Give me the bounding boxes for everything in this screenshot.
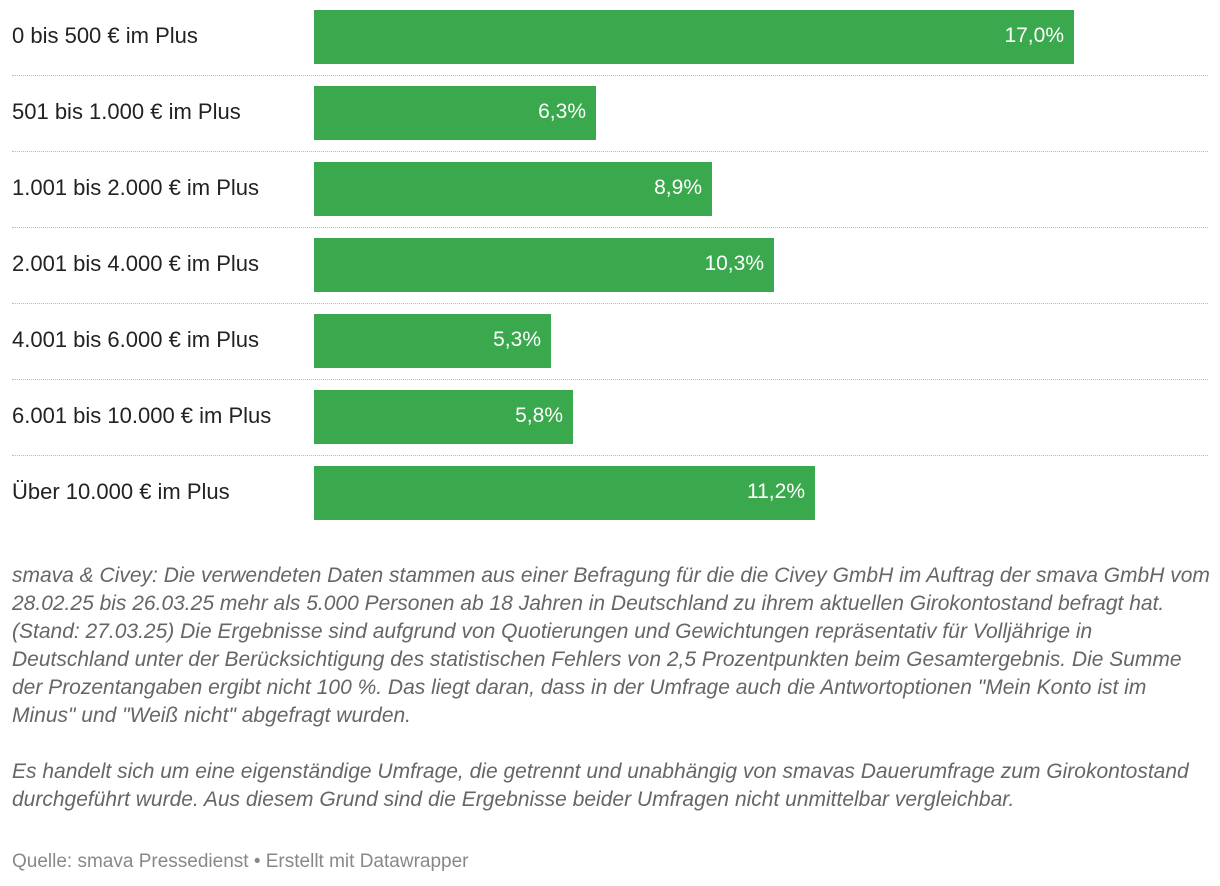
notes-paragraph-disclaimer: Es handelt sich um eine eigenständige Um…: [12, 760, 1189, 811]
bar-value-label: 6,3%: [538, 100, 586, 123]
bar-row: 0 bis 500 € im Plus 17,0%: [12, 10, 1208, 64]
bar: [314, 466, 815, 520]
bar: [314, 10, 1074, 64]
bar-value-label: 5,8%: [515, 404, 563, 427]
bar-row: 1.001 bis 2.000 € im Plus 8,9%: [12, 162, 1208, 216]
category-label: 501 bis 1.000 € im Plus: [12, 99, 241, 124]
category-label: Über 10.000 € im Plus: [12, 479, 230, 504]
row-separator: [12, 303, 1208, 304]
bar-row: 2.001 bis 4.000 € im Plus 10,3%: [12, 238, 1208, 292]
bar: [314, 314, 551, 368]
category-label: 6.001 bis 10.000 € im Plus: [12, 403, 272, 428]
notes-paragraph-methodology: smava & Civey: Die verwendeten Daten sta…: [12, 564, 1210, 727]
bar: [314, 86, 596, 140]
row-separator: [12, 75, 1208, 76]
bar-row: Über 10.000 € im Plus 11,2%: [12, 466, 1208, 520]
row-separator: [12, 455, 1208, 456]
chart-footer: Quelle: smava Pressedienst • Erstellt mi…: [12, 851, 469, 872]
category-label: 1.001 bis 2.000 € im Plus: [12, 175, 260, 200]
bar-value-label: 8,9%: [654, 176, 702, 199]
bar: [314, 162, 712, 216]
bar: [314, 390, 573, 444]
bar-value-label: 10,3%: [704, 252, 764, 275]
bar-chart: 0 bis 500 € im Plus 17,0% 501 bis 1.000 € …: [12, 10, 1208, 520]
category-label: 4.001 bis 6.000 € im Plus: [12, 327, 260, 352]
bar-row: 4.001 bis 6.000 € im Plus 5,3%: [12, 314, 1208, 368]
chart-notes: smava & Civey: Die verwendeten Daten sta…: [12, 562, 1212, 814]
row-separator: [12, 379, 1208, 380]
row-separator: [12, 151, 1208, 152]
bar-row: 6.001 bis 10.000 € im Plus 5,8%: [12, 390, 1208, 444]
bar-value-label: 17,0%: [1004, 24, 1064, 47]
bar: [314, 238, 774, 292]
bar-row: 501 bis 1.000 € im Plus 6,3%: [12, 86, 1208, 140]
category-label: 0 bis 500 € im Plus: [12, 23, 198, 48]
bar-value-label: 11,2%: [747, 480, 805, 503]
category-label: 2.001 bis 4.000 € im Plus: [12, 251, 260, 276]
bar-value-label: 5,3%: [493, 328, 541, 351]
row-separator: [12, 227, 1208, 228]
